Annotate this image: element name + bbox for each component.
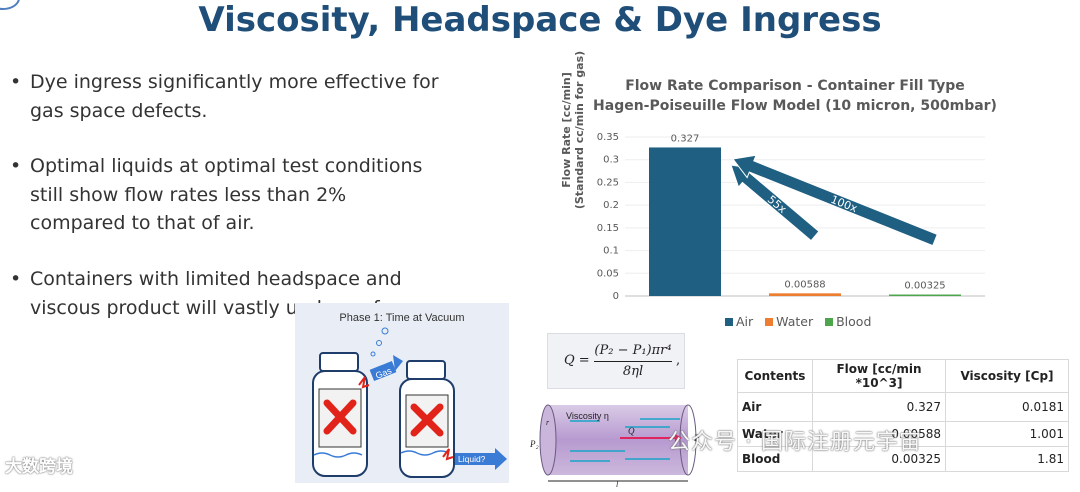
formula-fraction-bar (594, 361, 672, 362)
table-row: Water 0.00588 1.001 (737, 421, 1069, 447)
bullet-item: Optimal liquids at optimal test conditio… (10, 152, 440, 238)
table-cell: Water (737, 421, 813, 447)
liquid-arrow-icon (455, 453, 495, 465)
table-row: Air 0.327 0.0181 (737, 392, 1069, 422)
vacuum-diagram-svg: Phase 1: Time at Vacuum Gas Liquid? (312, 312, 507, 478)
y-tick-label: 0.05 (597, 268, 619, 279)
legend-air: Air (725, 314, 753, 329)
chart-subtitle: Hagen-Poiseuille Flow Model (10 micron, … (593, 98, 997, 114)
table-cell: 1.001 (945, 421, 1069, 447)
formula-denominator: 8ηl (622, 364, 644, 379)
watermark-brand: 大数跨境 (5, 457, 73, 477)
legend-water: Water (765, 314, 813, 329)
y-tick-label: 0.35 (597, 132, 619, 143)
bar-value-label: 0.00588 (784, 279, 825, 290)
table-cell: 1.81 (945, 446, 1069, 472)
vial-right-icon (399, 360, 455, 478)
bar-water (769, 293, 841, 296)
bar-value-label: 0.00325 (904, 281, 945, 292)
bubble-icon (381, 327, 389, 335)
table-header: Flow [cc/min *10^3] (812, 359, 946, 393)
y-tick-label: 0.15 (597, 223, 619, 234)
table-cell: 0.00325 (812, 446, 946, 472)
table-cell: 0.0181 (945, 392, 1069, 422)
tube-left-end (539, 404, 557, 476)
l-label: l (616, 480, 619, 487)
tube-svg: Viscosity η Q r P₂ P₁ l (529, 404, 703, 489)
flow-arrows-icon (570, 418, 680, 462)
p1-label: P₁ (693, 433, 700, 443)
formula-lhs: Q = (564, 353, 590, 368)
liquid-label: Liquid? (458, 454, 486, 464)
liquid-arrow-head-icon (495, 448, 507, 470)
chart-legend: Air Water Blood (725, 314, 879, 329)
y-tick-label: 0.25 (597, 177, 619, 188)
bubble-icon (370, 351, 376, 357)
table-header-row: Contents Flow [cc/min *10^3] Viscosity [… (737, 359, 1069, 393)
y-tick-label: 0.1 (603, 246, 619, 257)
r-label: r (546, 418, 550, 427)
bubble-icon (376, 340, 382, 346)
gas-arrow-head-icon (393, 355, 403, 371)
vial-left-icon (312, 352, 370, 477)
chart-ylabel: Flow Rate [cc/min] (Standard cc/min for … (560, 50, 586, 210)
y-tick-label: 0.3 (603, 155, 619, 166)
chart-title: Flow Rate Comparison - Container Fill Ty… (625, 78, 965, 94)
p2-label: P₂ (530, 439, 539, 449)
legend-blood: Blood (825, 314, 871, 329)
bar-value-label: 0.327 (671, 133, 700, 144)
gas-arrow-icon (369, 360, 397, 382)
tube-body (548, 405, 688, 475)
watermark-account: 公众号 · 国际注册元宇宙 (668, 430, 922, 455)
table-row: Blood 0.00325 1.81 (737, 446, 1069, 472)
formula-comma: , (676, 353, 681, 368)
bar-blood (889, 294, 961, 297)
q-arrow-head-icon (675, 434, 682, 442)
arrow-100x-label: 100x (829, 193, 860, 215)
table-header: Contents (737, 359, 813, 393)
y-tick-label: 0.2 (603, 200, 619, 211)
flow-rate-chart: 0 0.05 0.1 0.15 0.2 0.25 0.3 0.35 0.327 0.00588 0.… (597, 132, 985, 302)
diagram-title: Phase 1: Time at Vacuum (339, 312, 464, 324)
bullet-item: Dye ingress significantly more effective… (10, 68, 440, 125)
y-tick-label: 0 (613, 291, 619, 302)
hagen-poiseuille-formula: Q = (P₂ − P₁)πr⁴ 8ηl , (547, 333, 685, 389)
formula-numerator: (P₂ − P₁)πr⁴ (594, 343, 672, 358)
tube-illustration: Viscosity η Q r P₂ P₁ l (529, 397, 703, 489)
table-cell: Air (737, 392, 813, 422)
slide-title: Viscosity, Headspace & Dye Ingress (198, 0, 882, 40)
arrow-100x: 100x (732, 154, 938, 247)
vacuum-diagram: Phase 1: Time at Vacuum Gas Liquid? (295, 303, 509, 483)
viscosity-label: Viscosity η (566, 411, 609, 421)
bar-air (649, 147, 721, 296)
table-header: Viscosity [Cp] (945, 359, 1069, 393)
tube-right-end (679, 404, 697, 476)
table-cell: 0.327 (812, 392, 946, 422)
arrow-100x-shape (732, 154, 938, 247)
viscosity-table: Contents Flow [cc/min *10^3] Viscosity [… (737, 359, 1069, 472)
q-label: Q (628, 426, 635, 436)
